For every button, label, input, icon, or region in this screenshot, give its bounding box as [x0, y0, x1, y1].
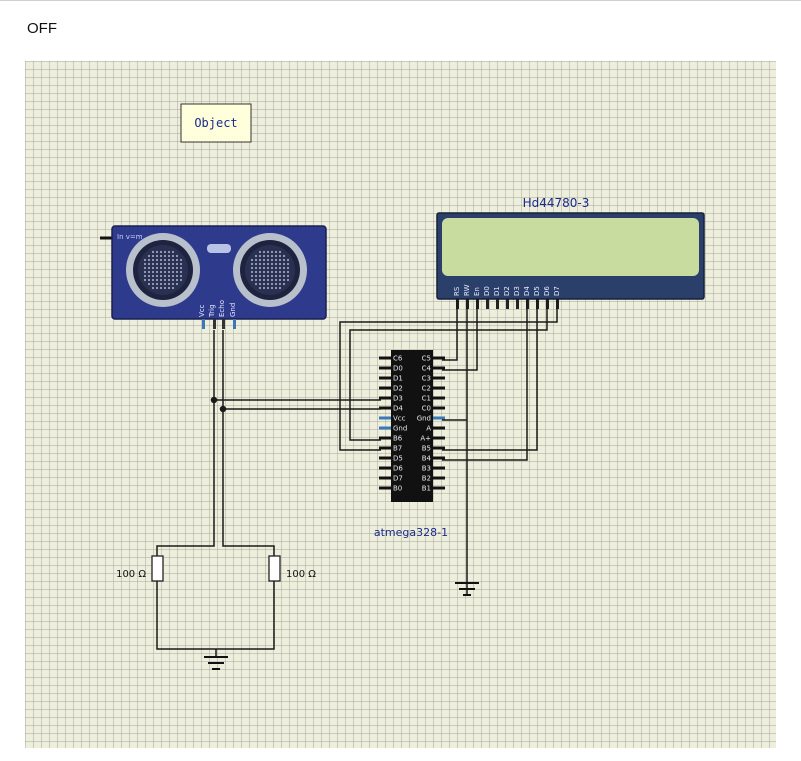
ultrasonic-sensor[interactable]: In v=m Vcc Trig Echo Gnd: [100, 225, 327, 329]
sensor-transducer-left: [126, 233, 200, 307]
mcu-pin-left: [379, 386, 391, 390]
mcu-pin-label-left: D1: [393, 375, 403, 383]
mcu-pin-right: [433, 426, 445, 430]
mcu-pin-label-right: C5: [422, 355, 431, 363]
mcu-pin-right: [433, 456, 445, 460]
mcu-pin-right: [433, 366, 445, 370]
mcu-pin-label-left: C6: [393, 355, 403, 363]
sensor-pin-label: Trig: [208, 304, 216, 318]
lcd-pin-label: En: [473, 287, 481, 296]
mcu-pin-left: [379, 456, 391, 460]
mcu-pin-label-left: B6: [393, 435, 403, 443]
mcu-pin-label-right: A: [426, 425, 431, 433]
mcu-pin-left: [379, 366, 391, 370]
mcu-pin-right: [433, 476, 445, 480]
mcu-pin-right: [433, 376, 445, 380]
lcd-display[interactable]: Hd44780-3 RS RW En D0 D1 D2 D3 D4 D5 D6 D7: [436, 196, 705, 309]
mcu-pin-right: [433, 446, 445, 450]
resistor-right[interactable]: 100 Ω: [268, 555, 316, 582]
mcu-pin-label-left: D3: [393, 395, 403, 403]
mcu-pin-left: [379, 356, 391, 360]
mcu-pin-right: [433, 486, 445, 490]
wires: [156, 299, 558, 656]
mcu-pin-label-left: D6: [393, 465, 403, 473]
lcd-pin-label: D0: [483, 286, 491, 296]
mcu-pin-right: [433, 406, 445, 410]
lcd-screen: [442, 218, 699, 276]
lcd-pin: [486, 299, 489, 309]
sensor-pin-label: Echo: [218, 300, 226, 317]
object-box-label: Object: [194, 116, 237, 130]
mcu-pin-label-left: D0: [393, 365, 403, 373]
lcd-pin-label: D5: [533, 286, 541, 296]
mcu-pin-right: [433, 436, 445, 440]
mcu-pin-left: [379, 416, 391, 420]
mcu-pin-left: [379, 446, 391, 450]
mcu-pin-label-right: B4: [422, 455, 432, 463]
sensor-pin-label: Gnd: [229, 303, 237, 317]
mcu-pin-left: [379, 376, 391, 380]
lcd-pin: [496, 299, 499, 309]
lcd-pin-label: D4: [523, 286, 531, 296]
mcu-pin-label-left: D2: [393, 385, 403, 393]
atmega-chip[interactable]: C6 D0 D1 D2 D3 D4 Vcc Gnd B6 B7 D5 D6 D7 B0 C5 C4 C3 C2 C1…: [374, 350, 448, 539]
lcd-pin-label: D6: [543, 286, 551, 296]
object-box[interactable]: Object: [180, 103, 252, 143]
mcu-pin-label-right: B3: [422, 465, 431, 473]
lcd-name: Hd44780-3: [523, 196, 590, 210]
sensor-pin-label: Vcc: [198, 304, 206, 317]
mcu-pin-label-left: Gnd: [393, 425, 407, 433]
mcu-pin-label-left: B7: [393, 445, 402, 453]
lcd-pin-label: RW: [463, 284, 471, 296]
mcu-pin-label-right: Gnd: [417, 415, 431, 423]
mcu-pin-label-right: A+: [420, 435, 431, 443]
lcd-pin: [506, 299, 509, 309]
lcd-pin: [516, 299, 519, 309]
mcu-pin-left: [379, 486, 391, 490]
lcd-pin-label: RS: [453, 286, 461, 296]
mcu-pin-right: [433, 466, 445, 470]
top-divider: [0, 0, 801, 1]
status-text: OFF: [27, 20, 57, 37]
sensor-crystal: [207, 244, 231, 253]
mcu-pin-label-right: B5: [422, 445, 431, 453]
mcu-pin-left: [379, 396, 391, 400]
mcu-pin-left: [379, 426, 391, 430]
mcu-pin-right: [433, 396, 445, 400]
mcu-pin-left: [379, 406, 391, 410]
mcu-pin-label-right: B1: [422, 485, 431, 493]
mcu-pin-left: [379, 466, 391, 470]
mcu-pin-label-left: B0: [393, 485, 402, 493]
mcu-pin-label-left: D7: [393, 475, 403, 483]
mcu-pin-right: [433, 386, 445, 390]
resistor-left-label: 100 Ω: [116, 569, 146, 580]
mcu-pin-left: [379, 436, 391, 440]
mcu-pin-label-left: D4: [393, 405, 403, 413]
mcu-pin-right: [433, 416, 445, 420]
mcu-name: atmega328-1: [374, 526, 448, 539]
lcd-pin-label: D2: [503, 286, 511, 296]
mcu-pin-label-left: D5: [393, 455, 403, 463]
lcd-pin-label: D7: [553, 286, 561, 296]
ground-symbol-bottom: [204, 656, 228, 670]
mcu-pin-right: [433, 356, 445, 360]
mcu-pin-label-right: C3: [422, 375, 431, 383]
mcu-pin-label-right: C4: [422, 365, 432, 373]
sensor-transducer-right: [233, 233, 307, 307]
mcu-pin-label-right: C1: [422, 395, 431, 403]
ground-symbol-mcu: [455, 582, 479, 596]
resistor-right-label: 100 Ω: [286, 569, 316, 580]
sensor-tag: In v=m: [117, 233, 143, 241]
lcd-pin-label: D3: [513, 286, 521, 296]
resistor-left[interactable]: 100 Ω: [116, 555, 164, 582]
lcd-pin-label: D1: [493, 286, 501, 296]
mcu-pin-label-left: Vcc: [393, 415, 406, 423]
mcu-pin-label-right: B2: [422, 475, 431, 483]
mcu-pin-left: [379, 476, 391, 480]
mcu-pin-label-right: C2: [422, 385, 431, 393]
mcu-pin-label-right: C0: [422, 405, 431, 413]
